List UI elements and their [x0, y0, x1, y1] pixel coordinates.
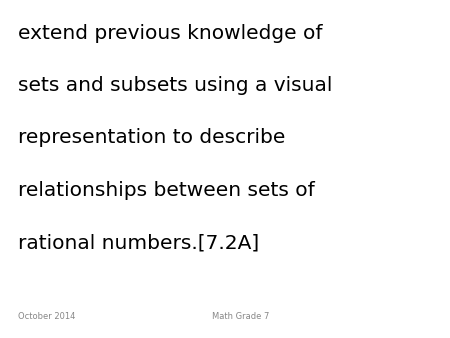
- Text: relationships between sets of: relationships between sets of: [18, 181, 315, 200]
- Text: representation to describe: representation to describe: [18, 128, 285, 147]
- Text: Math Grade 7: Math Grade 7: [212, 312, 269, 321]
- Text: October 2014: October 2014: [18, 312, 76, 321]
- Text: rational numbers.[7.2A]: rational numbers.[7.2A]: [18, 233, 259, 252]
- Text: extend previous knowledge of: extend previous knowledge of: [18, 24, 323, 43]
- Text: sets and subsets using a visual: sets and subsets using a visual: [18, 76, 333, 95]
